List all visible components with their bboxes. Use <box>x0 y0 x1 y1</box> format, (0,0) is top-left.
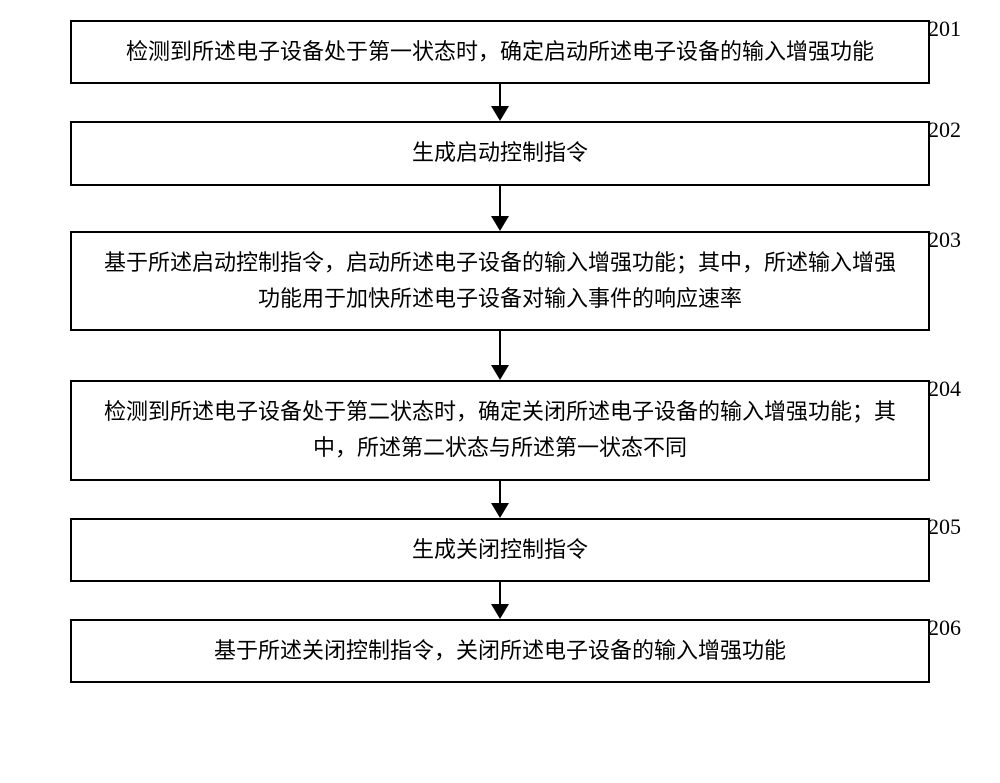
arrow-after-203 <box>491 331 509 380</box>
arrow-shaft <box>499 582 501 605</box>
arrow-head-icon <box>491 106 509 121</box>
arrow-after-204 <box>491 481 509 518</box>
arrow-after-205 <box>491 582 509 619</box>
step-203-wrap: 基于所述启动控制指令，启动所述电子设备的输入增强功能；其中，所述输入增强功能用于… <box>45 231 955 332</box>
step-205-number: 205 <box>928 514 961 540</box>
step-205-wrap: 生成关闭控制指令205 <box>45 518 955 582</box>
step-206-number: 206 <box>928 615 961 641</box>
step-202-number: 202 <box>928 117 961 143</box>
arrow-shaft <box>499 84 501 107</box>
arrow-head-icon <box>491 604 509 619</box>
arrow-shaft <box>499 186 501 217</box>
step-202-wrap: 生成启动控制指令202 <box>45 121 955 185</box>
arrow-head-icon <box>491 216 509 231</box>
arrow-after-202 <box>491 186 509 231</box>
arrow-after-201 <box>491 84 509 121</box>
step-203-box: 基于所述启动控制指令，启动所述电子设备的输入增强功能；其中，所述输入增强功能用于… <box>70 231 930 332</box>
step-201-box: 检测到所述电子设备处于第一状态时，确定启动所述电子设备的输入增强功能 <box>70 20 930 84</box>
step-205-box: 生成关闭控制指令 <box>70 518 930 582</box>
arrow-head-icon <box>491 503 509 518</box>
step-201-number: 201 <box>928 16 961 42</box>
step-204-box: 检测到所述电子设备处于第二状态时，确定关闭所述电子设备的输入增强功能；其中，所述… <box>70 380 930 481</box>
step-203-number: 203 <box>928 227 961 253</box>
arrow-head-icon <box>491 365 509 380</box>
step-202-box: 生成启动控制指令 <box>70 121 930 185</box>
step-204-wrap: 检测到所述电子设备处于第二状态时，确定关闭所述电子设备的输入增强功能；其中，所述… <box>45 380 955 481</box>
step-206-box: 基于所述关闭控制指令，关闭所述电子设备的输入增强功能 <box>70 619 930 683</box>
arrow-shaft <box>499 481 501 504</box>
flowchart-container: 检测到所述电子设备处于第一状态时，确定启动所述电子设备的输入增强功能201 生成启… <box>45 20 955 683</box>
arrow-shaft <box>499 331 501 366</box>
step-206-wrap: 基于所述关闭控制指令，关闭所述电子设备的输入增强功能206 <box>45 619 955 683</box>
step-204-number: 204 <box>928 376 961 402</box>
step-201-wrap: 检测到所述电子设备处于第一状态时，确定启动所述电子设备的输入增强功能201 <box>45 20 955 84</box>
